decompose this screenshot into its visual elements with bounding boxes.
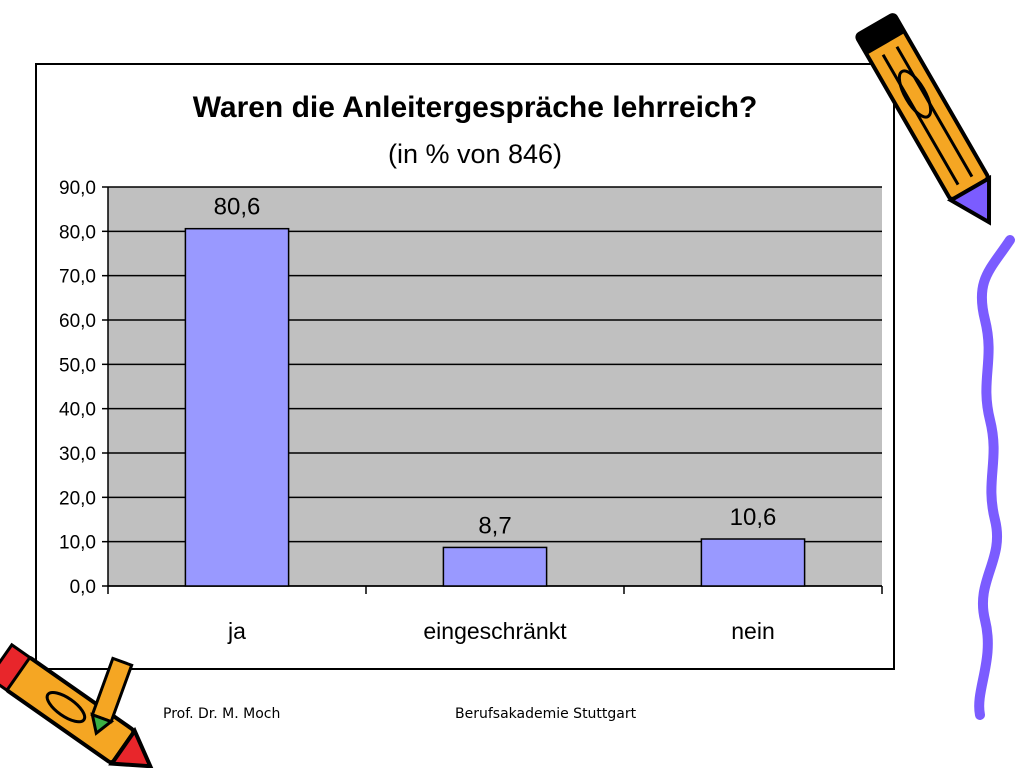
data-label: 80,6 [214, 194, 261, 221]
y-tick-label: 60,0 [59, 311, 96, 332]
y-tick-label: 0,0 [70, 577, 96, 598]
bar [184, 227, 290, 587]
footer-institution: Berufsakademie Stuttgart [455, 706, 637, 722]
y-tick-label: 10,0 [59, 533, 96, 554]
y-tick-label: 80,0 [59, 222, 96, 243]
wavy-line-icon [974, 235, 1015, 720]
pencil-icon [855, 13, 992, 226]
x-category-label: nein [731, 618, 774, 644]
y-tick-label: 70,0 [59, 267, 96, 288]
bar [442, 546, 548, 587]
bar [700, 538, 806, 587]
data-label: 10,6 [730, 504, 777, 531]
pencil-icon [90, 656, 134, 736]
pencil-icon [0, 642, 154, 768]
y-tick-label: 20,0 [59, 488, 96, 509]
footer-author: Prof. Dr. M. Moch [163, 706, 281, 722]
y-tick-label: 90,0 [59, 178, 96, 199]
chart-subtitle: (in % von 846) [388, 139, 562, 169]
x-category-label: ja [227, 618, 246, 644]
y-tick-label: 40,0 [59, 400, 96, 421]
y-tick-label: 50,0 [59, 355, 96, 376]
data-label: 8,7 [478, 512, 511, 539]
plot-area: 0,0 10,0 20,0 30,0 40,0 50,0 60,0 70,0 80,0 90,0 8… [59, 178, 883, 644]
x-category-label: eingeschränkt [423, 618, 567, 644]
chart-title: Waren die Anleitergespräche lehrreich? [193, 91, 758, 124]
y-tick-label: 30,0 [59, 444, 96, 465]
